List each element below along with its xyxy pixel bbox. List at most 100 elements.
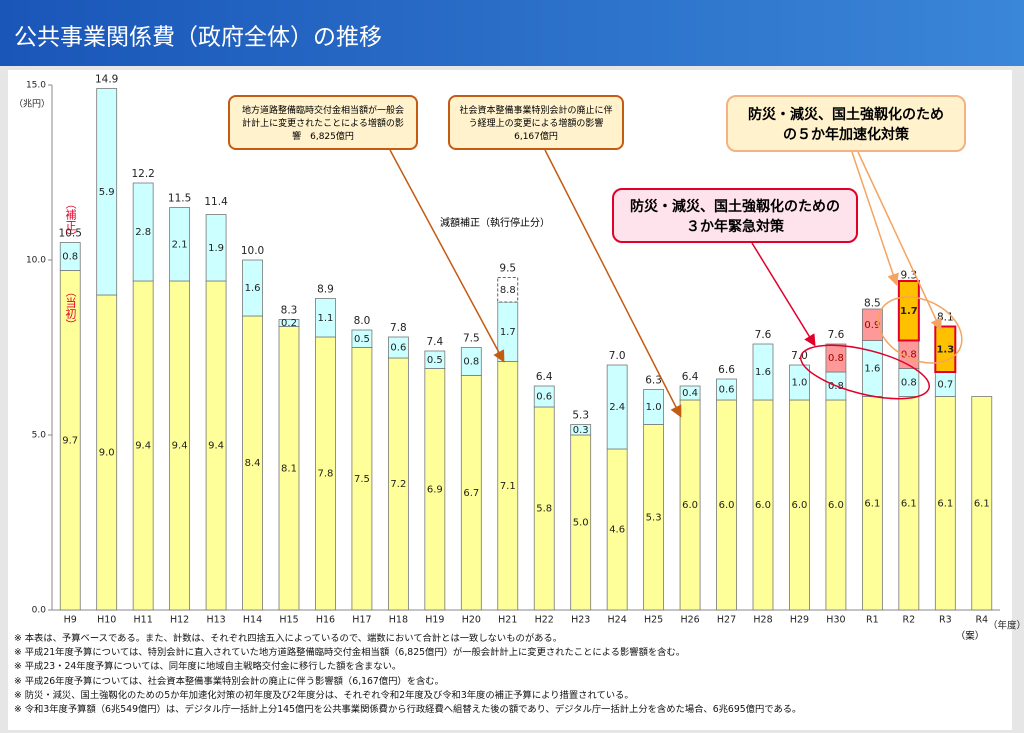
bar-segment (387, 336, 409, 359)
total-label: 7.6 (755, 329, 772, 341)
y-tick-label: 10.0 (26, 256, 46, 266)
value-label: 0.7 (937, 379, 953, 390)
total-label: 12.2 (131, 168, 154, 180)
value-label: 0.8 (463, 357, 479, 368)
value-label: 6.0 (719, 500, 735, 511)
bar-segment (59, 242, 81, 271)
value-label: 0.5 (354, 334, 370, 345)
value-label: 1.6 (245, 283, 261, 294)
value-label: 5.3 (646, 512, 662, 523)
value-label: 1.7 (900, 306, 918, 317)
total-label: 8.9 (317, 284, 334, 296)
value-label: 0.8 (62, 252, 78, 263)
total-label: 7.0 (609, 350, 626, 362)
value-label: 4.6 (609, 525, 625, 536)
bar-segment (752, 343, 774, 401)
value-label: 6.0 (682, 500, 698, 511)
bar-segment (424, 350, 446, 369)
bar-segment (242, 259, 263, 317)
value-label: 6.1 (864, 498, 880, 509)
value-label: 6.9 (427, 484, 443, 495)
x-tick-label: H22 (535, 615, 554, 626)
value-label: 7.2 (390, 479, 406, 490)
bar-segment (570, 424, 592, 436)
value-label: 9.4 (172, 441, 188, 452)
footnote: ※ 令和3年度予算額（6兆549億円）は、デジタル庁一括計上分145億円を公共事… (14, 704, 802, 715)
value-label: 0.3 (573, 425, 589, 436)
x-tick-label: H26 (680, 615, 699, 626)
x-tick-label: H30 (826, 615, 845, 626)
total-label: 10.5 (59, 228, 82, 240)
footnote: ※ 平成23・24年度予算については、同年度に地域自主戦略交付金に移行した額を含… (14, 661, 402, 673)
value-label: 1.6 (755, 367, 771, 378)
value-label: 1.7 (500, 327, 516, 338)
total-label: 11.5 (168, 193, 191, 205)
value-label: 6.7 (463, 488, 479, 499)
total-label: 14.9 (95, 74, 118, 86)
bar-segment (934, 325, 957, 373)
bar-segment (132, 182, 154, 282)
bar-segment (460, 347, 482, 376)
value-label: 6.0 (828, 500, 844, 511)
x-label: （年度） (988, 620, 1024, 632)
value-label: 1.9 (208, 243, 224, 254)
value-label: 7.5 (354, 474, 370, 485)
value-label: 0.6 (390, 343, 406, 354)
total-label: 6.6 (718, 364, 735, 376)
y-tick-label: 0.0 (32, 606, 47, 616)
title-bar (0, 0, 1024, 66)
value-label: 0.4 (682, 388, 698, 399)
annotation: 減額補正（執行停止分） (440, 217, 550, 229)
x-tick-label: H23 (571, 615, 590, 626)
total-label: 9.3 (900, 270, 917, 282)
bar-segment (861, 308, 883, 341)
bar-segment (716, 378, 737, 401)
series-label: （補正） (64, 198, 77, 242)
value-label: 0.5 (427, 355, 443, 366)
bar-segment (606, 364, 628, 450)
total-label: 6.3 (645, 375, 662, 387)
x-tick-label: R3 (939, 615, 952, 626)
bar-segment (825, 343, 847, 373)
total-label: 7.0 (791, 350, 808, 362)
arrow (751, 242, 816, 347)
value-label: 0.6 (536, 392, 552, 403)
value-label: 0.8 (901, 378, 917, 389)
category-note: （案） (955, 631, 985, 642)
x-tick-label: H10 (97, 615, 116, 626)
x-tick-label: H11 (134, 615, 153, 626)
x-tick-label: H16 (316, 615, 335, 626)
value-label: 6.1 (937, 498, 953, 509)
callout: 防災・減災、国土強靱化のための５か年加速化対策 (726, 95, 966, 152)
x-tick-label: H18 (389, 615, 408, 626)
value-label: 0.8 (901, 350, 917, 361)
x-tick-label: H28 (753, 615, 772, 626)
value-label: 0.8 (828, 353, 844, 364)
highlight (877, 296, 963, 364)
x-tick-label: R4 (975, 615, 988, 626)
arrow (857, 151, 942, 331)
value-label: 0.6 (719, 385, 735, 396)
total-label: 5.3 (572, 410, 589, 422)
value-label: 1.0 (646, 402, 662, 413)
x-tick-label: H17 (352, 615, 371, 626)
value-label: 0.9 (864, 320, 880, 331)
total-label: 7.6 (828, 329, 845, 341)
bar-segment (315, 298, 336, 338)
x-tick-label: H15 (279, 615, 298, 626)
total-label: 11.4 (204, 196, 228, 208)
value-label: 1.3 (936, 344, 954, 355)
total-label: 9.5 (499, 263, 516, 275)
x-tick-label: R1 (866, 615, 879, 626)
value-label: 6.1 (901, 498, 917, 509)
notes-bg (8, 630, 1012, 730)
value-label: 9.7 (62, 435, 78, 446)
total-label: 10.0 (241, 245, 264, 257)
bar-segment (971, 396, 993, 611)
bar-segment (897, 280, 920, 342)
bar-segment (497, 277, 519, 303)
value-label: 6.0 (755, 500, 771, 511)
chart-title: 公共事業関係費（政府全体）の推移 (14, 25, 382, 51)
